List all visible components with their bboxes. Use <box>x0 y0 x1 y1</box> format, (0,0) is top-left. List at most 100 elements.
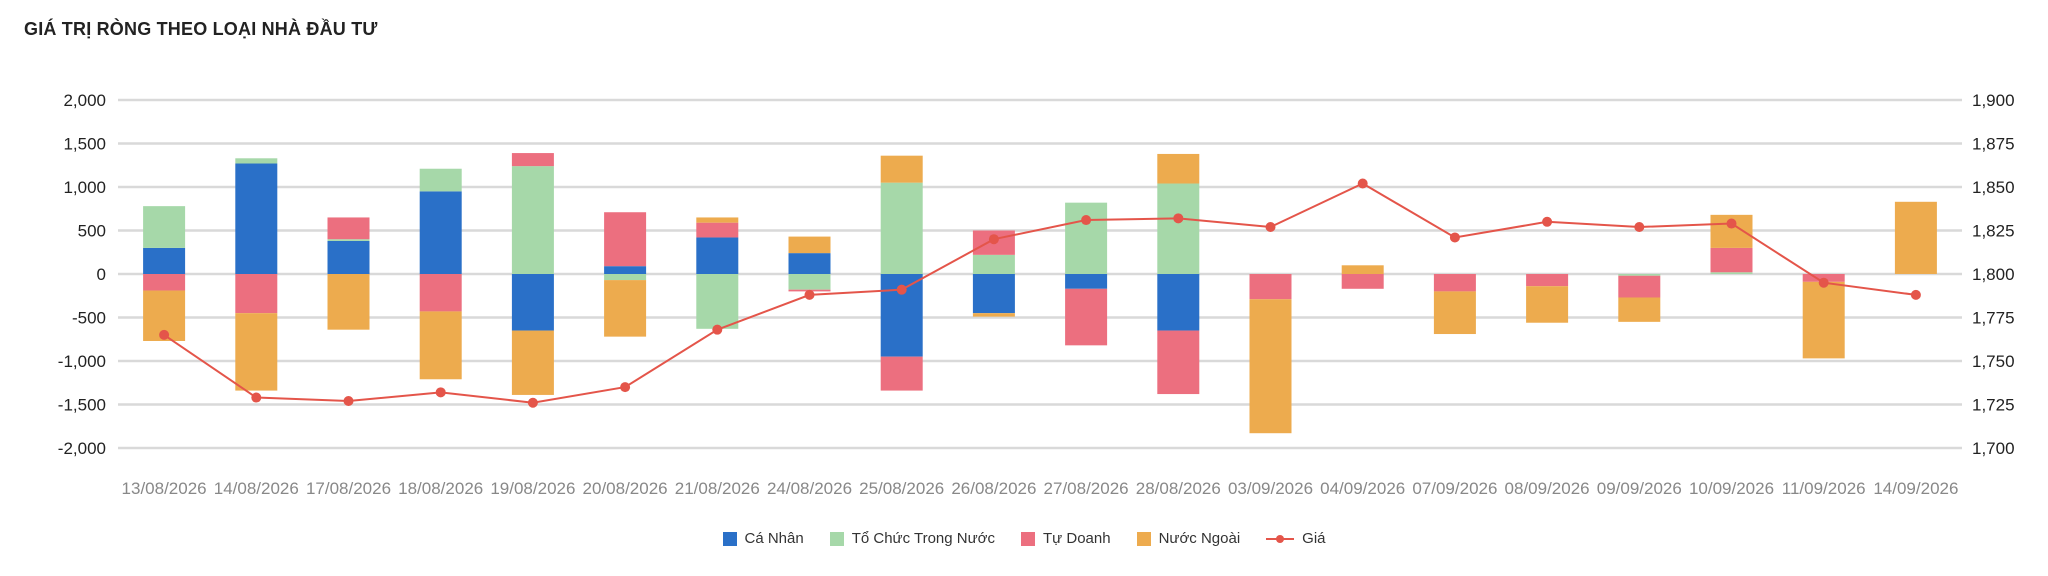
price-point <box>1726 218 1737 229</box>
price-point <box>527 397 538 408</box>
legend-label: Giá <box>1302 530 1326 547</box>
price-point <box>1818 277 1829 288</box>
bar-0-7 <box>788 253 831 274</box>
x-tick-label: 28/08/2026 <box>1136 479 1221 498</box>
bar-2-0 <box>143 274 186 291</box>
x-tick-label: 24/08/2026 <box>767 479 852 498</box>
price-point <box>804 289 815 300</box>
bar-1-0 <box>143 206 186 248</box>
legend-swatch <box>1136 531 1151 546</box>
bar-1-7 <box>788 274 831 290</box>
bar-0-3 <box>419 191 462 274</box>
x-tick-label: 21/08/2026 <box>675 479 760 498</box>
legend-item[interactable]: Giá <box>1266 530 1326 547</box>
legend-swatch <box>1021 531 1035 546</box>
bar-0-4 <box>511 274 554 331</box>
price-point <box>1173 213 1184 224</box>
x-tick-label: 04/09/2026 <box>1320 479 1405 498</box>
y-left-tick-label: 2,000 <box>63 91 106 110</box>
price-point <box>1542 216 1553 227</box>
legend-item[interactable]: Tổ Chức Trong Nước <box>829 530 995 547</box>
chart-title: GIÁ TRỊ RÒNG THEO LOẠI NHÀ ĐẦU TƯ <box>24 19 378 39</box>
bar-1-16 <box>1618 274 1661 276</box>
x-tick-label: 17/08/2026 <box>306 479 391 498</box>
x-tick-label: 18/08/2026 <box>398 479 483 498</box>
bar-3-8 <box>880 155 923 183</box>
y-left-tick-label: 500 <box>78 222 106 241</box>
bar-3-1 <box>235 313 278 391</box>
bar-0-11 <box>1157 274 1200 331</box>
legend-label: Tổ Chức Trong Nước <box>851 530 995 547</box>
legend-item[interactable]: Tự Doanh <box>1021 530 1111 547</box>
bar-0-9 <box>972 274 1015 314</box>
x-tick-label: 19/08/2026 <box>490 479 575 498</box>
x-tick-label: 07/09/2026 <box>1412 479 1497 498</box>
bar-0-1 <box>235 163 278 274</box>
price-point <box>1910 289 1921 300</box>
x-tick-label: 09/09/2026 <box>1597 479 1682 498</box>
bar-1-5 <box>604 274 647 281</box>
y-right-tick-label: 1,700 <box>1972 439 2015 458</box>
bar-0-0 <box>143 247 186 274</box>
x-tick-label: 27/08/2026 <box>1044 479 1129 498</box>
bar-1-6 <box>696 274 739 329</box>
price-point <box>712 324 723 335</box>
y-left-tick-label: -1,500 <box>58 396 106 415</box>
price-point <box>988 234 999 245</box>
bar-1-1 <box>235 158 278 164</box>
bar-3-14 <box>1433 291 1476 335</box>
x-tick-label: 03/09/2026 <box>1228 479 1313 498</box>
legend-item[interactable]: Nước Ngoài <box>1136 530 1241 547</box>
bar-3-7 <box>788 236 831 254</box>
bar-2-4 <box>511 153 554 167</box>
legend-label: Tự Doanh <box>1043 530 1111 547</box>
bar-2-17 <box>1710 247 1753 273</box>
price-point <box>1265 222 1276 233</box>
y-left-tick-label: 0 <box>97 265 106 284</box>
bar-2-14 <box>1433 274 1476 292</box>
bar-2-6 <box>696 222 739 238</box>
y-right-tick-label: 1,850 <box>1972 178 2015 197</box>
y-right-tick-label: 1,750 <box>1972 352 2015 371</box>
bar-3-19 <box>1894 201 1937 274</box>
price-line <box>163 182 1917 404</box>
bar-3-2 <box>327 274 370 330</box>
bar-1-17 <box>1710 272 1753 274</box>
legend-swatch <box>1266 532 1295 546</box>
legend-label: Cá Nhân <box>744 530 804 547</box>
bar-2-13 <box>1341 274 1384 289</box>
chart-legend: Cá Nhân Tổ Chức Trong Nước Tự Doanh Nước Ng… <box>0 530 2048 547</box>
bar-3-9 <box>972 313 1015 317</box>
y-left-tick-label: -500 <box>72 309 106 328</box>
bar-2-8 <box>880 356 923 391</box>
price-point <box>343 396 354 407</box>
y-right-tick-label: 1,875 <box>1972 135 2015 154</box>
bar-2-11 <box>1157 330 1200 395</box>
x-tick-label: 20/08/2026 <box>583 479 668 498</box>
bar-3-5 <box>604 280 647 337</box>
y-left-tick-label: -2,000 <box>58 439 106 458</box>
bar-2-10 <box>1065 288 1108 346</box>
price-point <box>1081 215 1092 226</box>
bar-3-18 <box>1802 281 1845 359</box>
bar-2-1 <box>235 274 278 314</box>
price-point <box>159 329 170 340</box>
price-point <box>1449 232 1460 243</box>
y-left-tick-label: 1,000 <box>63 178 106 197</box>
bar-3-16 <box>1618 297 1661 322</box>
bar-1-10 <box>1065 202 1108 274</box>
bar-1-8 <box>880 182 923 274</box>
x-tick-label: 26/08/2026 <box>951 479 1036 498</box>
price-point <box>896 284 907 295</box>
bar-0-6 <box>696 237 739 274</box>
bar-0-10 <box>1065 274 1108 289</box>
legend-item[interactable]: Cá Nhân <box>722 530 804 547</box>
bar-0-2 <box>327 240 370 274</box>
x-tick-label: 14/09/2026 <box>1873 479 1958 498</box>
bar-3-15 <box>1526 286 1569 323</box>
bar-2-12 <box>1249 274 1292 300</box>
bar-1-11 <box>1157 183 1200 274</box>
legend-label: Nước Ngoài <box>1158 530 1241 547</box>
bar-3-6 <box>696 217 739 223</box>
y-right-tick-label: 1,775 <box>1972 309 2015 328</box>
